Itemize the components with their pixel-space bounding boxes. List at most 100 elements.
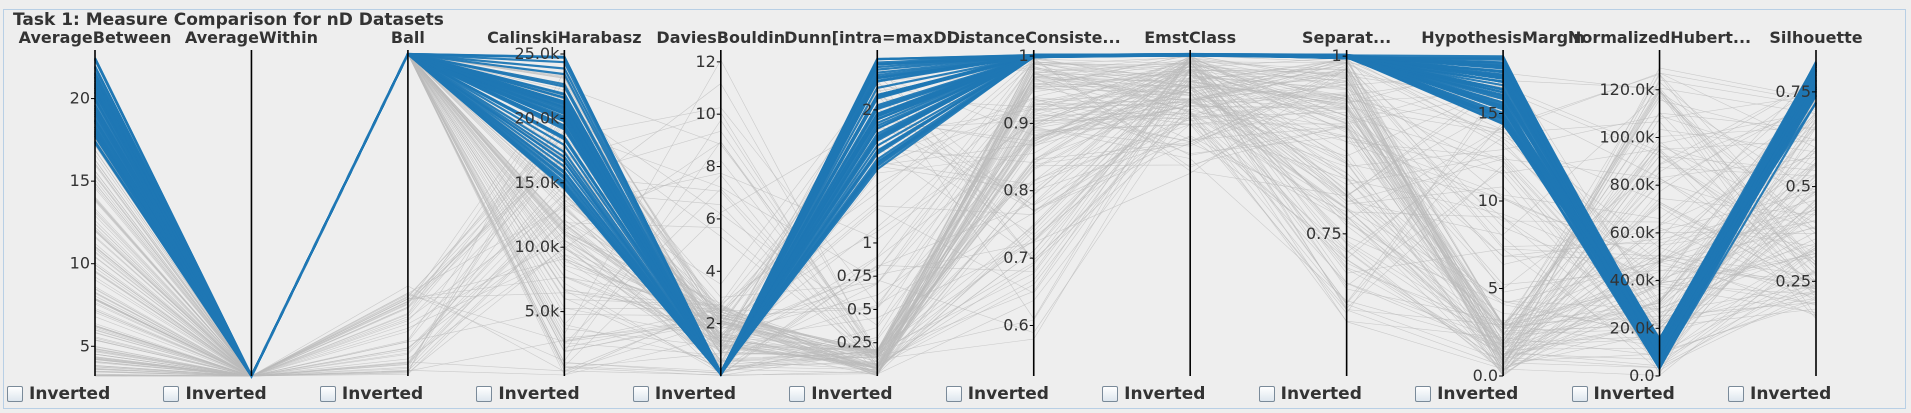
record-line xyxy=(94,81,1817,377)
axis-title[interactable]: EmstClass xyxy=(1144,28,1236,47)
record-line xyxy=(94,98,1817,377)
tick-label: 8 xyxy=(706,157,716,176)
record-line xyxy=(94,55,1817,377)
axis-title[interactable]: AverageBetween xyxy=(19,28,172,47)
inverted-label: Inverted xyxy=(654,384,737,404)
axis-title[interactable]: Ball xyxy=(391,28,425,47)
inverted-label: Inverted xyxy=(29,384,111,404)
highlighted-lines xyxy=(94,52,1817,379)
inverted-checkbox[interactable]: Inverted xyxy=(1415,383,1518,405)
tick-label: 20.0k xyxy=(514,108,560,127)
inverted-checkbox[interactable]: Inverted xyxy=(1571,383,1675,405)
axis-dunn-intra-maxdi[interactable]: Dunn[intra=maxDi... 0.25 0.5 0.75 1 2 xyxy=(784,28,970,376)
tick-label: 20.0k xyxy=(1610,318,1656,337)
inverted-label: Inverted xyxy=(967,384,1049,404)
panel-title: Task 1: Measure Comparison for nD Datase… xyxy=(10,10,447,30)
tick-label: 10 xyxy=(70,254,90,273)
record-line xyxy=(94,74,1817,377)
inverted-checkbox[interactable]: Inverted xyxy=(1258,383,1362,405)
checkbox-icon[interactable] xyxy=(163,386,180,402)
checkbox-icon[interactable] xyxy=(1571,386,1588,402)
inverted-checkbox[interactable]: Inverted xyxy=(789,383,893,405)
axis-separat[interactable]: Separat... 0.75 1 xyxy=(1302,28,1391,376)
record-line xyxy=(94,57,1817,377)
axis-title[interactable]: NormalizedHubert... xyxy=(1568,28,1751,47)
axis-averagewithin[interactable]: AverageWithin xyxy=(185,28,318,376)
axis-averagebetween[interactable]: AverageBetween 5 10 15 20 xyxy=(19,28,172,376)
tick-label: 25.0k xyxy=(514,44,560,63)
axis-emstclass[interactable]: EmstClass xyxy=(1144,28,1236,376)
tick-label: 60.0k xyxy=(1610,223,1656,242)
axis-title[interactable]: CalinskiHarabasz xyxy=(487,28,642,47)
tick-label: 0.8 xyxy=(1003,181,1028,200)
checkbox-icon[interactable] xyxy=(1728,386,1744,402)
inverted-label: Inverted xyxy=(498,384,580,404)
record-line xyxy=(94,67,1817,377)
tick-label: 15 xyxy=(1478,104,1498,123)
axis-hypothesismargin[interactable]: HypothesisMargin 0.0 5 10 15 xyxy=(1421,28,1585,385)
axis-calinskiharabasz[interactable]: CalinskiHarabasz 5.0k 10.0k 15.0k 20.0k 25.0k xyxy=(487,28,642,376)
axis-title[interactable]: DistanceConsiste... xyxy=(947,28,1121,47)
tick-label: 0.25 xyxy=(1775,271,1811,290)
inverted-label: Inverted xyxy=(341,384,424,404)
checkbox-icon[interactable] xyxy=(789,386,806,402)
tick-label: 15.0k xyxy=(514,173,560,192)
tick-label: 5.0k xyxy=(525,302,560,321)
axis-title[interactable]: AverageWithin xyxy=(185,28,318,47)
tick-label: 1 xyxy=(1331,46,1341,65)
record-line xyxy=(94,67,1817,377)
tick-label: 5 xyxy=(80,336,90,355)
tick-label: 5 xyxy=(1488,279,1498,298)
axis-title[interactable]: Silhouette xyxy=(1769,28,1862,47)
inverted-checkbox[interactable]: Inverted xyxy=(7,383,110,405)
record-line xyxy=(94,63,1817,377)
inverted-checkbox[interactable]: Inverted xyxy=(945,383,1049,405)
axis-silhouette[interactable]: Silhouette 0.25 0.5 0.75 xyxy=(1769,28,1863,376)
axis-distanceconsiste[interactable]: DistanceConsiste... 0.6 0.7 0.8 0.9 1 xyxy=(947,28,1121,376)
record-line xyxy=(94,72,1817,377)
tick-label: 0.7 xyxy=(1003,248,1028,267)
checkbox-icon[interactable] xyxy=(476,386,493,402)
tick-label: 0.0 xyxy=(1629,366,1654,385)
inverted-checkbox[interactable]: Inverted xyxy=(1102,383,1205,405)
inverted-label: Inverted xyxy=(1750,384,1832,404)
axis-ball[interactable]: Ball xyxy=(391,28,425,376)
inverted-label: Inverted xyxy=(811,384,893,404)
record-line xyxy=(94,71,1817,377)
tick-label: 10 xyxy=(1478,191,1498,210)
inverted-checkbox[interactable]: Inverted xyxy=(1728,383,1831,405)
tick-label: 15 xyxy=(70,171,90,190)
tick-label: 80.0k xyxy=(1610,175,1656,194)
inverted-checkbox[interactable]: Inverted xyxy=(163,383,267,405)
highlighted-record-line xyxy=(94,52,1817,379)
tick-label: 0.75 xyxy=(837,266,873,285)
inverted-checkbox[interactable]: Inverted xyxy=(319,383,424,405)
chart-panel: Task 1: Measure Comparison for nD Datase… xyxy=(3,9,1906,409)
tick-label: 12 xyxy=(695,52,715,71)
checkbox-icon[interactable] xyxy=(632,386,649,402)
tick-label: 0.5 xyxy=(1786,177,1811,196)
axis-title[interactable]: HypothesisMargin xyxy=(1421,28,1585,47)
record-line xyxy=(94,72,1817,377)
checkbox-icon[interactable] xyxy=(1102,386,1119,402)
axis-title[interactable]: Dunn[intra=maxDi... xyxy=(784,28,970,47)
inverted-label: Inverted xyxy=(185,384,267,404)
checkbox-icon[interactable] xyxy=(7,386,23,402)
record-line xyxy=(94,80,1817,377)
inverted-checkbox[interactable]: Inverted xyxy=(476,383,580,405)
axis-title[interactable]: Separat... xyxy=(1302,28,1391,47)
inverted-checkbox[interactable]: Inverted xyxy=(632,383,737,405)
tick-label: 2 xyxy=(706,314,716,333)
axis-title[interactable]: DaviesBouldin xyxy=(656,28,785,47)
checkbox-icon[interactable] xyxy=(319,386,336,402)
checkbox-icon[interactable] xyxy=(1415,386,1432,402)
tick-label: 120.0k xyxy=(1599,80,1655,99)
axis-daviesbouldin[interactable]: DaviesBouldin 2 4 6 8 10 12 xyxy=(656,28,785,376)
checkbox-icon[interactable] xyxy=(1258,386,1275,402)
checkbox-icon[interactable] xyxy=(945,386,962,402)
axis-normalizedhubert[interactable]: NormalizedHubert... 0.0 20.0k 40.0k 60.0k 80.… xyxy=(1568,28,1751,385)
inverted-label: Inverted xyxy=(1280,384,1362,404)
tick-label: 6 xyxy=(706,209,716,228)
tick-label: 0.5 xyxy=(847,299,872,318)
